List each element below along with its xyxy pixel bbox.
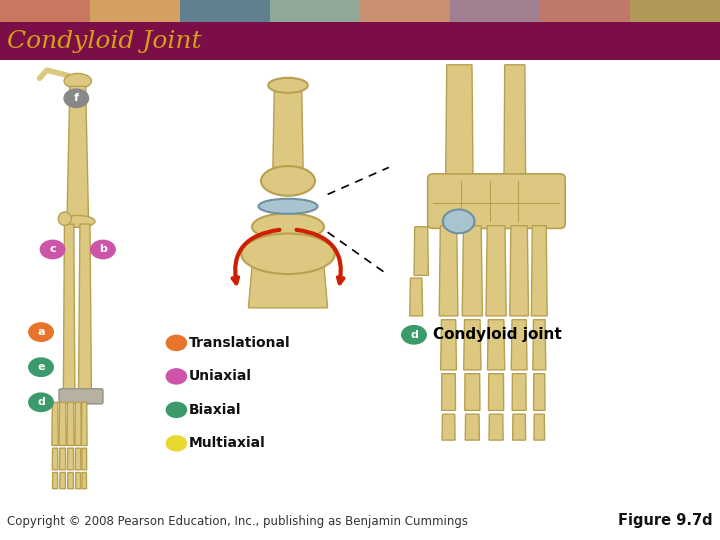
- FancyBboxPatch shape: [0, 0, 91, 22]
- Text: Translational: Translational: [189, 336, 290, 350]
- Ellipse shape: [258, 199, 318, 214]
- PathPatch shape: [487, 320, 505, 370]
- PathPatch shape: [53, 472, 58, 489]
- Text: Condyloid joint: Condyloid joint: [433, 327, 562, 342]
- FancyBboxPatch shape: [428, 174, 565, 228]
- PathPatch shape: [442, 414, 455, 440]
- PathPatch shape: [533, 320, 546, 370]
- Circle shape: [64, 89, 89, 107]
- PathPatch shape: [82, 448, 86, 470]
- Ellipse shape: [60, 215, 95, 227]
- FancyBboxPatch shape: [180, 0, 271, 22]
- Circle shape: [29, 323, 53, 341]
- PathPatch shape: [512, 374, 526, 410]
- Text: Uniaxial: Uniaxial: [189, 369, 252, 383]
- PathPatch shape: [81, 402, 87, 446]
- Ellipse shape: [268, 78, 308, 93]
- PathPatch shape: [53, 448, 58, 470]
- FancyBboxPatch shape: [360, 0, 451, 22]
- FancyBboxPatch shape: [270, 0, 361, 22]
- PathPatch shape: [414, 227, 428, 275]
- PathPatch shape: [489, 414, 503, 440]
- PathPatch shape: [67, 86, 89, 221]
- Text: Figure 9.7d: Figure 9.7d: [618, 513, 713, 528]
- FancyBboxPatch shape: [450, 0, 541, 22]
- Ellipse shape: [261, 166, 315, 195]
- PathPatch shape: [68, 472, 73, 489]
- Text: c: c: [49, 245, 56, 254]
- Ellipse shape: [58, 212, 71, 226]
- Circle shape: [91, 240, 115, 259]
- PathPatch shape: [511, 320, 527, 370]
- PathPatch shape: [63, 224, 75, 394]
- PathPatch shape: [534, 374, 545, 410]
- PathPatch shape: [76, 448, 81, 470]
- PathPatch shape: [513, 414, 526, 440]
- PathPatch shape: [531, 226, 547, 316]
- PathPatch shape: [488, 374, 504, 410]
- FancyBboxPatch shape: [630, 0, 720, 22]
- Text: e: e: [37, 362, 45, 372]
- PathPatch shape: [464, 320, 481, 370]
- FancyBboxPatch shape: [540, 0, 631, 22]
- PathPatch shape: [67, 402, 74, 446]
- PathPatch shape: [446, 65, 473, 178]
- Circle shape: [443, 210, 474, 233]
- Circle shape: [166, 335, 186, 350]
- PathPatch shape: [465, 414, 480, 440]
- Circle shape: [166, 369, 186, 384]
- PathPatch shape: [504, 65, 526, 178]
- Circle shape: [166, 402, 186, 417]
- PathPatch shape: [248, 246, 328, 308]
- Ellipse shape: [241, 233, 335, 274]
- FancyBboxPatch shape: [0, 22, 720, 60]
- PathPatch shape: [464, 374, 480, 410]
- PathPatch shape: [59, 402, 66, 446]
- Text: f: f: [74, 93, 78, 103]
- PathPatch shape: [68, 448, 73, 470]
- Circle shape: [40, 240, 65, 259]
- PathPatch shape: [462, 226, 482, 316]
- PathPatch shape: [441, 320, 456, 370]
- PathPatch shape: [82, 472, 86, 489]
- PathPatch shape: [76, 472, 81, 489]
- Text: d: d: [37, 397, 45, 407]
- Circle shape: [402, 326, 426, 344]
- PathPatch shape: [410, 278, 423, 316]
- Text: Copyright © 2008 Pearson Education, Inc., publishing as Benjamin Cummings: Copyright © 2008 Pearson Education, Inc.…: [7, 515, 468, 528]
- PathPatch shape: [60, 448, 66, 470]
- PathPatch shape: [439, 226, 458, 316]
- FancyBboxPatch shape: [90, 0, 181, 22]
- Text: Multiaxial: Multiaxial: [189, 436, 266, 450]
- PathPatch shape: [52, 402, 58, 446]
- PathPatch shape: [510, 226, 528, 316]
- Text: d: d: [410, 330, 418, 340]
- PathPatch shape: [441, 374, 456, 410]
- Text: a: a: [37, 327, 45, 337]
- PathPatch shape: [78, 224, 91, 394]
- PathPatch shape: [534, 414, 544, 440]
- PathPatch shape: [60, 472, 66, 489]
- Text: Condyloid Joint: Condyloid Joint: [7, 30, 202, 52]
- PathPatch shape: [273, 86, 303, 167]
- Text: b: b: [99, 245, 107, 254]
- Ellipse shape: [64, 73, 91, 89]
- FancyBboxPatch shape: [59, 389, 103, 404]
- Circle shape: [166, 436, 186, 451]
- PathPatch shape: [75, 402, 81, 446]
- PathPatch shape: [486, 226, 506, 316]
- Text: Biaxial: Biaxial: [189, 403, 241, 417]
- Circle shape: [29, 358, 53, 376]
- Circle shape: [29, 393, 53, 411]
- Ellipse shape: [252, 213, 324, 240]
